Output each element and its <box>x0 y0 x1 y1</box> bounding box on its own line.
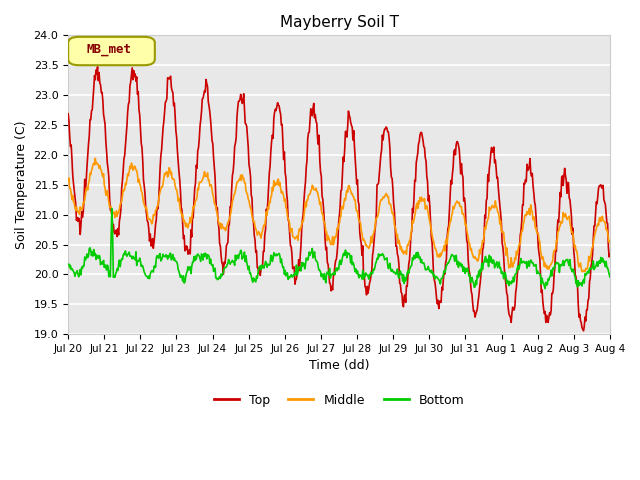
Y-axis label: Soil Temperature (C): Soil Temperature (C) <box>15 120 28 249</box>
FancyBboxPatch shape <box>68 37 155 65</box>
Legend: Top, Middle, Bottom: Top, Middle, Bottom <box>209 389 470 411</box>
X-axis label: Time (dd): Time (dd) <box>308 360 369 372</box>
Text: MB_met: MB_met <box>86 43 131 56</box>
Title: Mayberry Soil T: Mayberry Soil T <box>280 15 399 30</box>
